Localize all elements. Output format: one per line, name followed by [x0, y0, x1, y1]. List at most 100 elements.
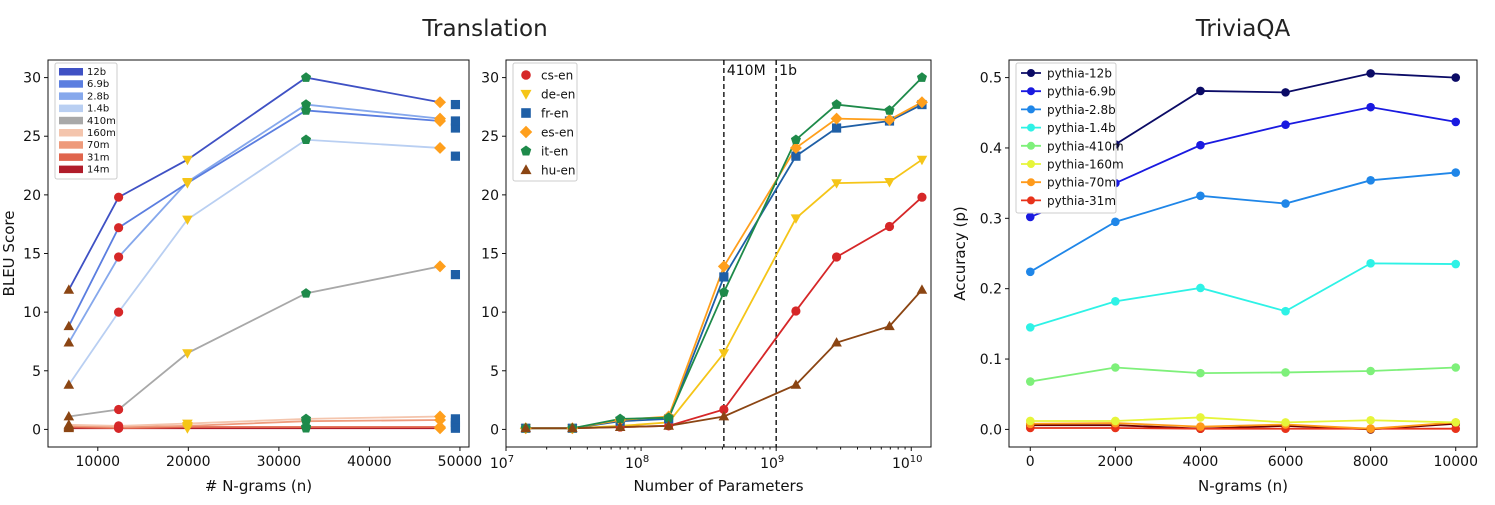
- data-point: [1111, 416, 1120, 426]
- legend-label-2.8b: 2.8b: [87, 91, 109, 102]
- x-axis-label: # N-grams (n): [205, 477, 312, 495]
- legend-label-pythia-70m: pythia-70m: [1047, 176, 1116, 190]
- data-point: [1451, 424, 1461, 434]
- y-tick-label: 10: [481, 305, 499, 321]
- data-point: [301, 99, 312, 109]
- data-point: [831, 179, 842, 189]
- x-tick-base: 10: [625, 456, 643, 472]
- data-point: [114, 192, 124, 202]
- data-point: [567, 422, 578, 433]
- data-point: [434, 260, 447, 273]
- data-point: [1451, 418, 1461, 427]
- legend-label-31m: 31m: [87, 152, 109, 163]
- y-tick-label: 0.3: [980, 211, 1002, 227]
- data-point: [1281, 120, 1290, 130]
- data-point: [1196, 422, 1205, 431]
- data-point: [1366, 424, 1375, 434]
- triviaqa-title: TriviaQA: [1195, 16, 1291, 42]
- data-point: [63, 320, 75, 331]
- legend-swatch-160m: [59, 129, 83, 137]
- y-tick-label: 0: [32, 422, 41, 438]
- data-point: [1451, 363, 1461, 372]
- series-line-pythia-1.4b: [1030, 262, 1456, 329]
- legend-label-12b: 12b: [87, 67, 106, 78]
- legend-marker-pythia-410m: [1027, 141, 1035, 150]
- legend-label-cs-en: cs-en: [541, 69, 573, 83]
- data-point: [831, 99, 842, 109]
- y-tick-label: 20: [23, 188, 41, 204]
- data-point: [301, 288, 312, 298]
- data-point: [114, 252, 124, 262]
- y-axis-label: Accuracy (p): [951, 206, 969, 300]
- legend-swatch-410m: [59, 116, 83, 125]
- data-point: [884, 320, 895, 331]
- data-point: [1196, 191, 1205, 201]
- y-tick-label: 0.2: [980, 282, 1002, 298]
- data-point: [114, 421, 124, 431]
- legend-label-pythia-160m: pythia-160m: [1047, 158, 1124, 172]
- x-tick-label: 20000: [166, 454, 211, 470]
- legend-swatch-2.8b: [59, 92, 83, 100]
- data-point: [831, 123, 842, 133]
- data-point: [182, 155, 193, 166]
- legend-label-160m: 160m: [87, 128, 116, 139]
- legend-box: [1015, 62, 1117, 214]
- legend-box: [54, 62, 118, 180]
- legend-marker-pythia-70m: [1027, 178, 1035, 187]
- x-tick-exponent: 9: [778, 454, 784, 465]
- data-point: [301, 72, 312, 82]
- x-tick-base: 10: [760, 456, 778, 472]
- data-point: [883, 113, 896, 126]
- data-point: [1281, 418, 1290, 427]
- data-point: [831, 252, 842, 262]
- series-line-pythia-160m: [1030, 416, 1456, 424]
- legend-swatch-70m: [59, 141, 83, 149]
- x-axis-label: N-grams (n): [1198, 477, 1288, 495]
- x-axis-label: Number of Parameters: [633, 477, 803, 495]
- legend-label-de-en: de-en: [541, 88, 575, 102]
- data-point: [301, 105, 312, 115]
- data-point: [182, 179, 193, 189]
- x-tick-label: 6000: [1268, 454, 1304, 470]
- data-point: [1366, 102, 1375, 112]
- data-point: [718, 410, 730, 421]
- x-tick-label: 0: [1026, 454, 1035, 470]
- x-tick-label: 8000: [1353, 454, 1389, 470]
- data-point: [719, 272, 729, 282]
- data-point: [520, 422, 532, 433]
- data-point: [450, 414, 461, 424]
- data-point: [301, 134, 312, 145]
- data-point: [1281, 88, 1290, 97]
- legend-marker-hu-en: [520, 164, 532, 175]
- x-tick-label: 107: [490, 454, 514, 472]
- data-point: [1196, 283, 1205, 293]
- data-point: [301, 413, 312, 424]
- y-tick-label: 0.0: [980, 422, 1002, 438]
- data-point: [917, 192, 927, 202]
- y-tick-label: 0.5: [980, 71, 1002, 87]
- data-point: [830, 112, 843, 125]
- data-point: [615, 413, 626, 424]
- legend-marker-pythia-2.8b: [1027, 105, 1035, 114]
- series-line-12b: [68, 76, 441, 291]
- legend-marker-de-en: [520, 89, 532, 100]
- series-line-pythia-70m: [1030, 421, 1456, 430]
- legend-marker-pythia-160m: [1027, 160, 1035, 168]
- data-point: [791, 306, 801, 316]
- legend-label-pythia-2.8b: pythia-2.8b: [1047, 103, 1116, 117]
- x-tick-base: 10: [892, 456, 910, 472]
- legend-label-fr-en: fr-en: [541, 107, 569, 121]
- data-point: [663, 412, 674, 422]
- x-tick-label: 10000: [76, 454, 121, 470]
- legend-label-14m: 14m: [87, 165, 109, 176]
- x-tick-label: 1010: [892, 454, 923, 472]
- legend-marker-pythia-1.4b: [1027, 123, 1035, 132]
- series-line-6.9b: [68, 109, 441, 327]
- data-point: [182, 349, 193, 359]
- data-point: [1281, 306, 1290, 316]
- data-point: [434, 421, 447, 434]
- vline-label-410M: 410M: [727, 63, 766, 79]
- data-point: [63, 337, 75, 347]
- legend-label-pythia-12b: pythia-12b: [1047, 67, 1112, 81]
